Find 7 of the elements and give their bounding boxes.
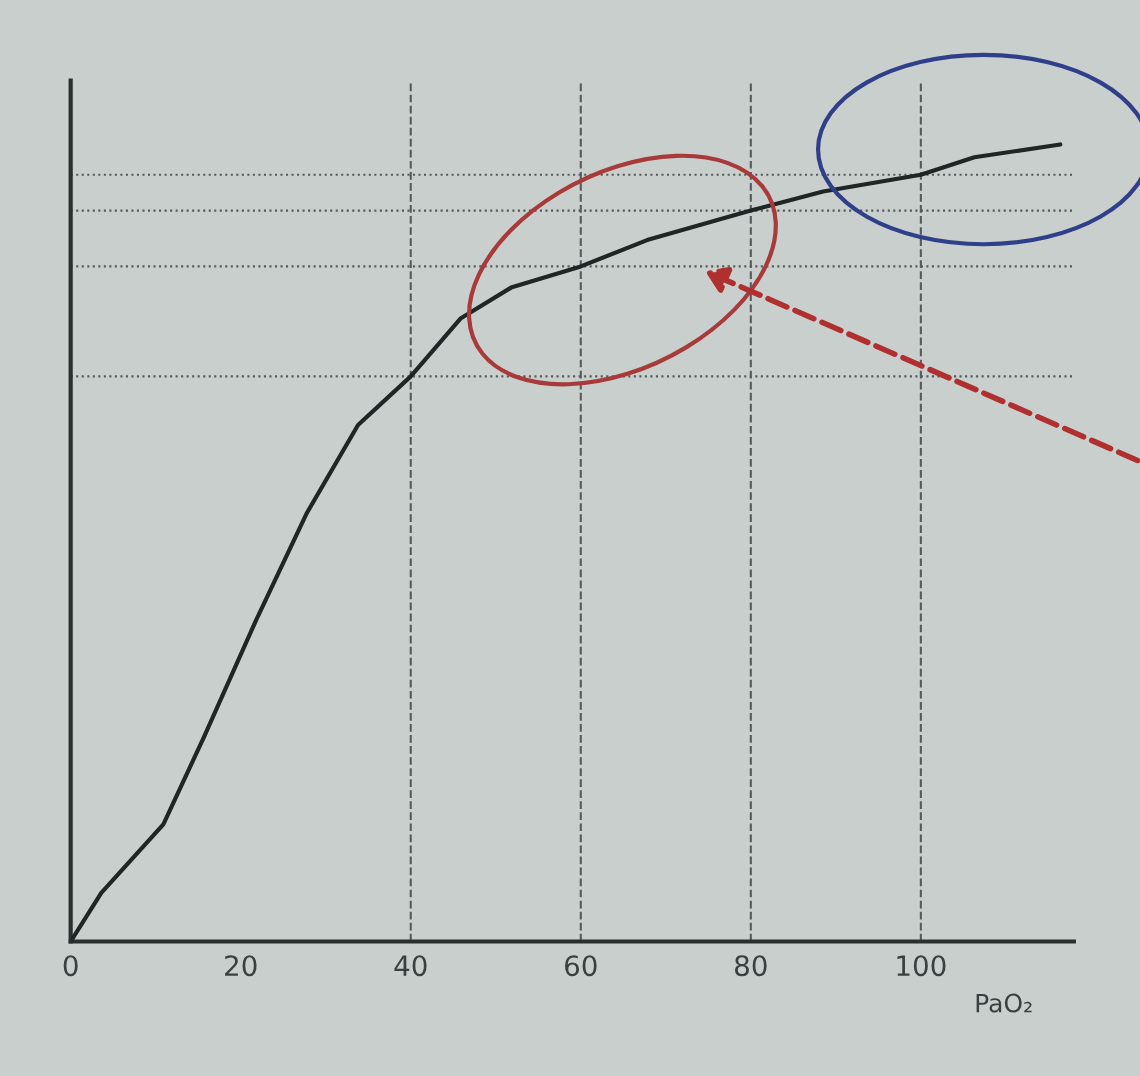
x-tick-label: 40 [394, 955, 427, 977]
x-tick-label: 100 [897, 955, 946, 977]
x-tick-label: 20 [225, 955, 257, 977]
x-tick-label: 80 [735, 955, 767, 977]
x-tick-label: 0 [63, 955, 78, 977]
x-axis-title: PaO₂ [976, 993, 1032, 1013]
x-tick-label: 60 [565, 955, 597, 977]
